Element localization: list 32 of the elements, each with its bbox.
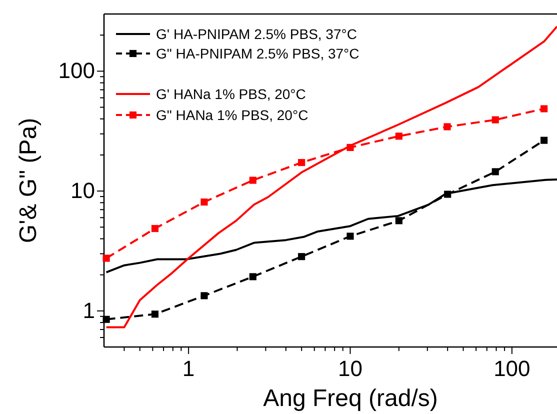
point bbox=[540, 136, 548, 144]
legend-label: G" HA-PNIPAM 2.5% PBS, 37°C bbox=[156, 45, 360, 62]
point bbox=[298, 253, 306, 260]
y-tick-label: 100 bbox=[58, 58, 95, 84]
x-axis-title: Ang Freq (rad/s) bbox=[263, 385, 438, 412]
point bbox=[492, 116, 499, 124]
legend-label: G' HANa 1% PBS, 20°C bbox=[156, 86, 306, 102]
y-tick-label: 10 bbox=[70, 178, 95, 204]
point bbox=[102, 316, 110, 323]
x-tick-label: 100 bbox=[494, 356, 530, 381]
point bbox=[492, 168, 499, 176]
point bbox=[200, 198, 208, 206]
point bbox=[346, 232, 354, 240]
point bbox=[249, 176, 256, 184]
point bbox=[540, 105, 548, 112]
point bbox=[346, 144, 354, 152]
legend-label: G' HA-PNIPAM 2.5% PBS, 37°C bbox=[156, 26, 357, 42]
point bbox=[249, 273, 256, 280]
point bbox=[200, 292, 208, 300]
point bbox=[298, 158, 306, 166]
point bbox=[151, 224, 159, 232]
point bbox=[444, 123, 451, 130]
point bbox=[395, 132, 402, 140]
x-tick-label: 10 bbox=[338, 356, 362, 381]
x-tick-label: 1 bbox=[182, 356, 195, 381]
point bbox=[102, 254, 110, 262]
legend-label: G" HANa 1% PBS, 20°C bbox=[156, 106, 308, 123]
point bbox=[151, 310, 159, 318]
y-axis-title: G'& G" (Pa) bbox=[15, 118, 42, 244]
point bbox=[444, 190, 452, 198]
point bbox=[395, 217, 402, 224]
y-tick-label: 1 bbox=[82, 298, 95, 323]
